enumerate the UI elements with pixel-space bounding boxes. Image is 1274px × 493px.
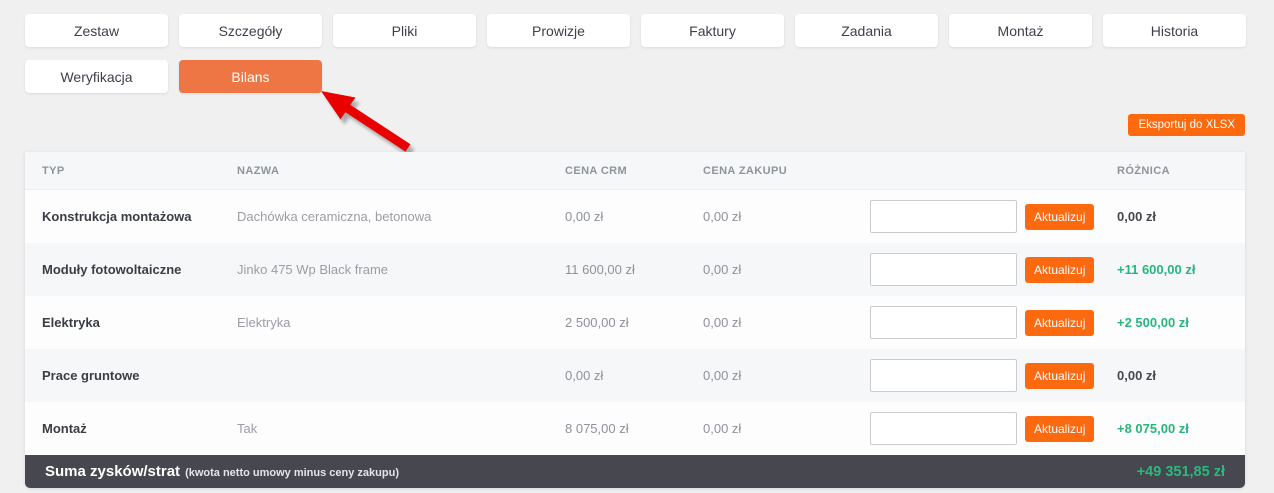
difference-value: +11 600,00 zł [1117,262,1196,277]
tab-prowizje[interactable]: Prowizje [487,14,630,47]
row-type: Elektryka [42,315,100,330]
col-header-typ: TYP [42,164,65,177]
col-header-cena-crm: CENA CRM [565,164,628,177]
col-header-nazwa: NAZWA [237,164,280,177]
update-button[interactable]: Aktualizuj [1025,256,1095,283]
row-crm-price: 8 075,00 zł [565,421,629,436]
table-header-row: TYP NAZWA CENA CRM CENA ZAKUPU RÓŻNICA [25,152,1245,190]
row-name: Dachówka ceramiczna, betonowa [237,209,432,224]
tab-zadania[interactable]: Zadania [795,14,938,47]
tab-pliki[interactable]: Pliki [333,14,476,47]
summary-title: Suma zysków/strat [45,463,181,480]
purchase-price-input[interactable] [870,253,1017,286]
tab-zestaw[interactable]: Zestaw [25,14,168,47]
row-purchase-price: 0,00 zł [703,421,742,436]
tab-montaz[interactable]: Montaż [949,14,1092,47]
table-row: Konstrukcja montażowa Dachówka ceramiczn… [25,190,1245,243]
row-type: Montaż [42,421,87,436]
row-crm-price: 11 600,00 zł [565,262,635,277]
row-type: Moduły fotowoltaiczne [42,262,182,277]
purchase-price-input[interactable] [870,306,1017,339]
table-row: Moduły fotowoltaiczne Jinko 475 Wp Black… [25,243,1245,296]
tab-bar: Zestaw Szczegóły Pliki Prowizje Faktury … [25,14,1249,93]
row-purchase-price: 0,00 zł [703,315,742,330]
row-crm-price: 0,00 zł [565,368,604,383]
row-name: Elektryka [237,315,291,330]
summary-total: +49 351,85 zł [1136,463,1225,480]
row-name: Jinko 475 Wp Black frame [237,262,389,277]
table-row: Prace gruntowe 0,00 zł 0,00 zł Aktualizu… [25,349,1245,402]
row-purchase-price: 0,00 zł [703,262,742,277]
tab-historia[interactable]: Historia [1103,14,1246,47]
row-action-cell: Aktualizuj [870,412,1117,445]
update-button[interactable]: Aktualizuj [1025,362,1095,389]
summary-bar: Suma zysków/strat (kwota netto umowy min… [25,455,1245,488]
purchase-price-input[interactable] [870,412,1017,445]
difference-value: +2 500,00 zł [1117,315,1189,330]
purchase-price-input[interactable] [870,359,1017,392]
row-action-cell: Aktualizuj [870,200,1117,233]
difference-value: +8 075,00 zł [1117,421,1189,436]
purchase-price-input[interactable] [870,200,1017,233]
export-xlsx-button[interactable]: Eksportuj do XLSX [1128,114,1245,136]
update-button[interactable]: Aktualizuj [1025,415,1095,442]
row-type: Konstrukcja montażowa [42,209,192,224]
row-action-cell: Aktualizuj [870,253,1117,286]
tab-bilans[interactable]: Bilans [179,60,322,93]
col-header-roznica: RÓŻNICA [1117,164,1170,177]
table-row: Montaż Tak 8 075,00 zł 0,00 zł Aktualizu… [25,402,1245,455]
summary-subtitle: (kwota netto umowy minus ceny zakupu) [185,466,399,479]
col-header-cena-zakupu: CENA ZAKUPU [703,164,788,177]
update-button[interactable]: Aktualizuj [1025,309,1095,336]
tab-weryfikacja[interactable]: Weryfikacja [25,60,168,93]
row-crm-price: 2 500,00 zł [565,315,629,330]
row-name: Tak [237,421,258,436]
table-row: Elektryka Elektryka 2 500,00 zł 0,00 zł … [25,296,1245,349]
balance-table: TYP NAZWA CENA CRM CENA ZAKUPU RÓŻNICA K… [25,152,1245,488]
row-action-cell: Aktualizuj [870,306,1117,339]
row-purchase-price: 0,00 zł [703,368,742,383]
tab-szczegoly[interactable]: Szczegóły [179,14,322,47]
row-type: Prace gruntowe [42,368,140,383]
row-crm-price: 0,00 zł [565,209,604,224]
update-button[interactable]: Aktualizuj [1025,203,1095,230]
difference-value: 0,00 zł [1117,368,1157,383]
tab-faktury[interactable]: Faktury [641,14,784,47]
row-purchase-price: 0,00 zł [703,209,742,224]
difference-value: 0,00 zł [1117,209,1157,224]
row-action-cell: Aktualizuj [870,359,1117,392]
